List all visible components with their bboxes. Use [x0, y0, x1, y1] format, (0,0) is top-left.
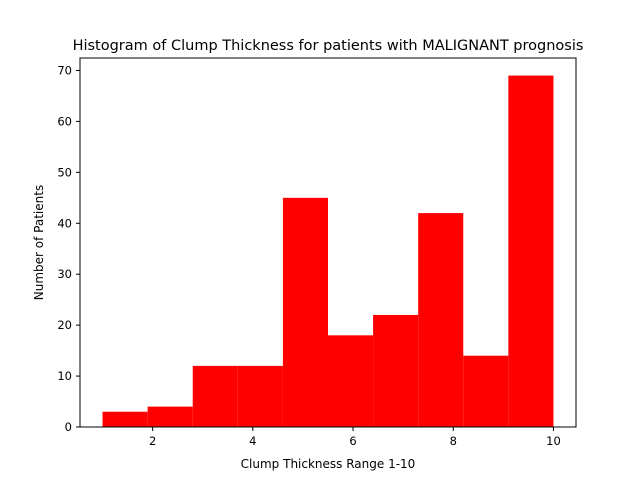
y-tick-label: 10	[57, 369, 72, 383]
y-tick-label: 20	[57, 318, 72, 332]
x-tick-label: 6	[349, 434, 356, 448]
y-tick-label: 40	[57, 216, 72, 230]
y-tick-label: 70	[57, 63, 72, 77]
histogram-bar-1	[102, 411, 148, 427]
y-tick-label: 30	[57, 267, 72, 281]
bars-group	[102, 75, 554, 428]
x-axis-ticks: 2 4 6 8 10	[149, 427, 561, 448]
histogram-bar-4	[237, 365, 283, 427]
x-tick-label: 4	[249, 434, 256, 448]
y-tick-label: 0	[65, 420, 72, 434]
histogram-bar-6	[328, 335, 374, 427]
histogram-bar-2	[147, 406, 193, 427]
x-axis-label: Clump Thickness Range 1-10	[241, 457, 416, 471]
x-tick-label: 2	[149, 434, 156, 448]
x-tick-label: 8	[450, 434, 457, 448]
histogram-bar-10	[508, 75, 554, 428]
chart-title: Histogram of Clump Thickness for patient…	[73, 38, 584, 54]
histogram-bar-8	[418, 213, 464, 427]
histogram-bar-9	[463, 355, 509, 427]
x-tick-label: 10	[546, 434, 561, 448]
y-tick-label: 50	[57, 165, 72, 179]
histogram-bar-3	[192, 365, 238, 427]
y-axis-label: Number of Patients	[32, 185, 46, 300]
histogram-bar-7	[373, 314, 419, 427]
histogram-bar-5	[282, 197, 328, 427]
y-axis-ticks: 0 10 20 30 40 50 60 70	[57, 63, 80, 434]
plot-frame	[79, 57, 577, 428]
y-tick-label: 60	[57, 114, 72, 128]
